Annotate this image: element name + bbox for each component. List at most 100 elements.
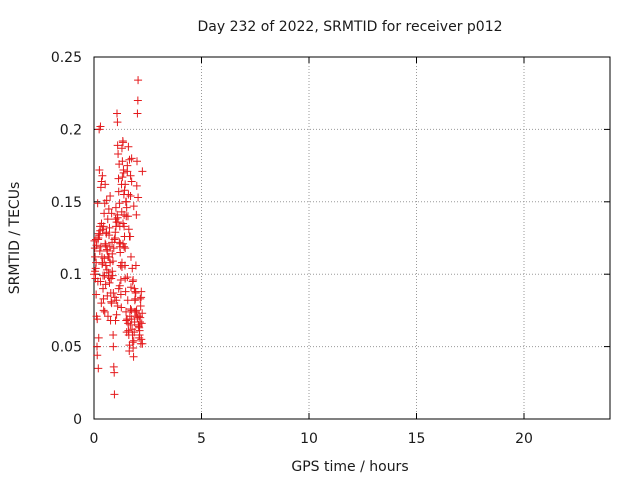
data-point <box>121 180 130 189</box>
data-point <box>100 209 109 218</box>
data-point <box>111 234 120 242</box>
data-point <box>102 265 111 274</box>
data-point <box>99 306 108 315</box>
data-point <box>124 319 133 328</box>
data-point <box>123 296 132 305</box>
data-point <box>123 161 132 170</box>
data-point <box>100 307 109 316</box>
data-point <box>93 199 102 208</box>
data-point <box>96 183 105 192</box>
data-point <box>129 202 138 211</box>
data-point <box>113 118 122 127</box>
data-point <box>100 199 109 208</box>
data-point <box>124 190 133 199</box>
data-point <box>135 331 144 340</box>
data-point <box>132 181 141 190</box>
y-tick-label: 0 <box>73 412 82 428</box>
data-point <box>100 254 109 263</box>
data-point <box>136 302 145 311</box>
data-point <box>114 187 123 196</box>
data-point <box>126 320 135 329</box>
data-point <box>107 299 116 308</box>
data-point <box>114 284 123 293</box>
data-point <box>117 144 126 153</box>
data-point <box>95 165 104 174</box>
data-point <box>110 390 119 399</box>
data-point <box>111 203 120 212</box>
data-point <box>134 76 143 85</box>
data-point <box>96 277 105 286</box>
data-point <box>103 247 112 256</box>
data-point <box>104 205 113 214</box>
data-point <box>105 278 114 287</box>
data-point <box>96 242 105 251</box>
data-point <box>133 312 141 321</box>
data-point <box>126 171 135 180</box>
data-point <box>115 199 124 208</box>
data-point <box>108 267 117 276</box>
data-point <box>125 232 134 241</box>
data-point <box>125 155 134 164</box>
data-point <box>119 138 128 147</box>
data-point <box>109 331 118 340</box>
data-point <box>117 303 126 312</box>
data-point <box>99 271 108 280</box>
data-point <box>135 323 144 332</box>
data-point <box>119 219 128 228</box>
data-point <box>107 274 116 283</box>
data-point <box>122 197 131 206</box>
data-point <box>92 258 101 267</box>
data-point <box>105 223 114 232</box>
data-point <box>134 193 143 202</box>
data-point <box>119 168 128 177</box>
x-tick-label: 15 <box>408 431 426 447</box>
data-point <box>118 157 127 166</box>
data-point <box>119 239 128 248</box>
axis-ticks: 0 5 10 15 20 0 0.05 0.1 0.15 0.2 0.25 <box>51 50 610 447</box>
data-point <box>106 192 115 201</box>
plot-frame <box>93 56 611 420</box>
data-point <box>129 344 138 353</box>
data-point <box>121 287 130 296</box>
data-point <box>93 351 102 360</box>
x-tick-label: 10 <box>300 431 318 447</box>
chart-title: Day 232 of 2022, SRMTID for receiver p01… <box>197 19 502 35</box>
data-point <box>133 157 141 166</box>
y-tick-label: 0.05 <box>51 340 82 356</box>
data-point <box>111 316 120 325</box>
data-point <box>128 264 137 273</box>
data-point <box>114 174 123 183</box>
y-tick-label: 0.1 <box>60 267 82 283</box>
data-point <box>113 213 122 222</box>
data-point <box>132 210 141 219</box>
data-point <box>138 167 147 176</box>
data-point <box>109 289 118 298</box>
data-point <box>98 260 107 269</box>
data-point <box>98 171 107 180</box>
x-tick-label: 0 <box>90 431 99 447</box>
data-point <box>109 342 118 351</box>
y-axis-label: SRMTID / TECUs <box>7 182 23 295</box>
data-point <box>111 222 120 231</box>
data-point <box>105 231 114 240</box>
data-point <box>128 277 137 286</box>
data-point <box>95 247 104 256</box>
data-point <box>137 287 146 296</box>
data-point <box>123 273 132 282</box>
y-tick-label: 0.25 <box>51 50 82 66</box>
y-tick-label: 0.15 <box>51 195 82 211</box>
data-point <box>120 210 129 219</box>
data-point <box>126 192 135 201</box>
data-point <box>130 284 139 293</box>
data-point <box>103 215 112 224</box>
data-point <box>137 335 146 344</box>
data-point <box>120 186 129 195</box>
data-point <box>116 275 125 284</box>
data-point <box>101 239 110 248</box>
data-point <box>113 141 122 150</box>
data-point <box>126 252 135 261</box>
data-point <box>129 336 138 345</box>
data-point <box>130 328 139 337</box>
data-point <box>105 242 114 251</box>
